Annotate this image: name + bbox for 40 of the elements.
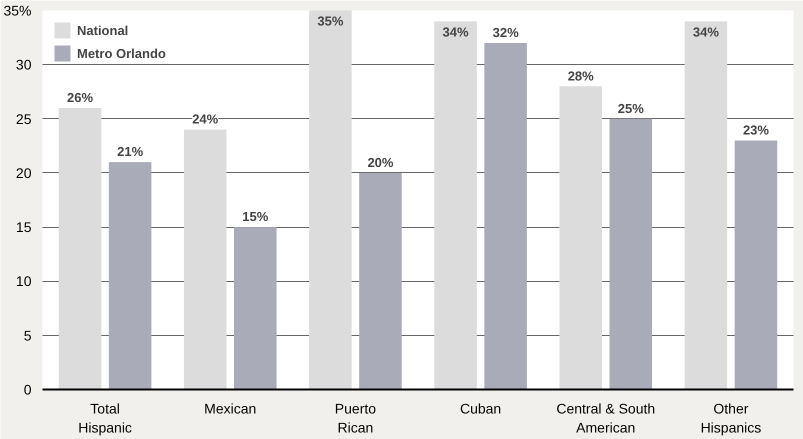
x-tick-label: Total Hispanic: [78, 400, 132, 436]
y-tick-label: 20: [16, 164, 32, 181]
bar: [309, 10, 352, 390]
data-label: 34%: [442, 24, 469, 40]
y-tick-label: 30: [16, 56, 32, 73]
legend-label: National: [77, 22, 128, 38]
data-label: 35%: [317, 14, 344, 28]
legend-label: Metro Orlando: [77, 46, 166, 60]
bar: [58, 108, 102, 390]
data-label: 26%: [67, 90, 94, 105]
x-tick-label: Mexican: [204, 400, 256, 416]
bar: [359, 172, 402, 390]
data-label: 32%: [492, 24, 520, 40]
x-tick-label: Cuban: [460, 400, 502, 416]
data-label: 20%: [367, 154, 394, 170]
bar: [484, 42, 527, 390]
y-tick-label: 5: [24, 327, 32, 344]
data-label: 24%: [192, 112, 219, 127]
bar: [559, 86, 602, 390]
data-label: 28%: [568, 68, 594, 84]
bar: [434, 21, 477, 390]
data-label: 23%: [742, 122, 770, 138]
bar: [684, 21, 728, 390]
x-tick-label: Puerto Rican: [334, 400, 376, 436]
y-tick-label: 25: [16, 110, 32, 127]
y-tick-label: 35%: [3, 2, 32, 18]
x-tick-label: Central & South American: [556, 400, 656, 436]
bar: [610, 118, 652, 390]
data-label: 25%: [618, 100, 644, 116]
bar: [108, 162, 152, 390]
y-tick-label: 0: [24, 382, 32, 398]
y-tick-label: 15: [16, 219, 32, 236]
data-label: 15%: [242, 209, 269, 224]
bar: [734, 140, 778, 390]
data-label: 34%: [692, 24, 720, 40]
data-label: 21%: [117, 144, 144, 160]
bar: [184, 130, 226, 390]
bar: [234, 227, 277, 390]
y-tick-label: 10: [16, 273, 32, 290]
x-tick-label: Other Hispanics: [700, 400, 762, 436]
